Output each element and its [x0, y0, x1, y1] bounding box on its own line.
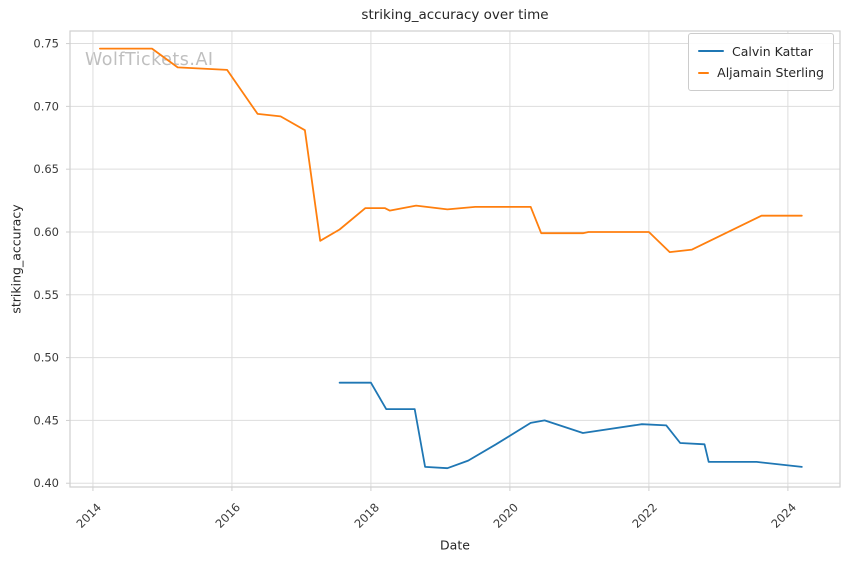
legend-label: Calvin Kattar [732, 43, 813, 59]
legend-item-aljamain-sterling: Aljamain Sterling [698, 65, 824, 80]
watermark: WolfTickets.AI [85, 50, 214, 70]
plot-border [69, 30, 841, 488]
svg-text:2018: 2018 [351, 500, 382, 531]
x-tick-labels: 2014 2016 2018 2020 2022 2024 [73, 500, 799, 531]
svg-text:2016: 2016 [212, 500, 243, 531]
svg-text:0.55: 0.55 [33, 288, 59, 302]
svg-text:2022: 2022 [629, 500, 660, 531]
svg-text:0.45: 0.45 [33, 413, 59, 427]
svg-text:0.40: 0.40 [33, 476, 59, 490]
svg-text:2024: 2024 [768, 500, 799, 531]
legend-line-swatch-blue [698, 49, 724, 53]
svg-text:0.75: 0.75 [33, 37, 59, 51]
series-line-calvin-kattar [338, 381, 803, 470]
y-tick-labels: 0.40 0.45 0.50 0.55 0.60 0.65 0.70 0.75 [33, 37, 59, 491]
svg-text:0.70: 0.70 [33, 99, 59, 113]
chart-title: striking_accuracy over time [361, 7, 549, 23]
svg-text:0.50: 0.50 [33, 351, 59, 365]
x-axis-label: Date [440, 537, 470, 553]
gridlines [70, 31, 840, 487]
legend: Calvin Kattar Aljamain Sterling [688, 33, 834, 91]
tick-marks [66, 43, 789, 491]
series-line-aljamain-sterling [99, 47, 803, 254]
svg-text:2020: 2020 [490, 500, 521, 531]
legend-item-calvin-kattar: Calvin Kattar [698, 44, 824, 59]
svg-text:0.65: 0.65 [33, 162, 59, 176]
svg-text:2014: 2014 [73, 500, 104, 531]
legend-line-swatch-orange [698, 71, 710, 75]
svg-text:0.60: 0.60 [33, 225, 59, 239]
y-axis-label: striking_accuracy [8, 204, 24, 314]
legend-label: Aljamain Sterling [717, 65, 824, 81]
